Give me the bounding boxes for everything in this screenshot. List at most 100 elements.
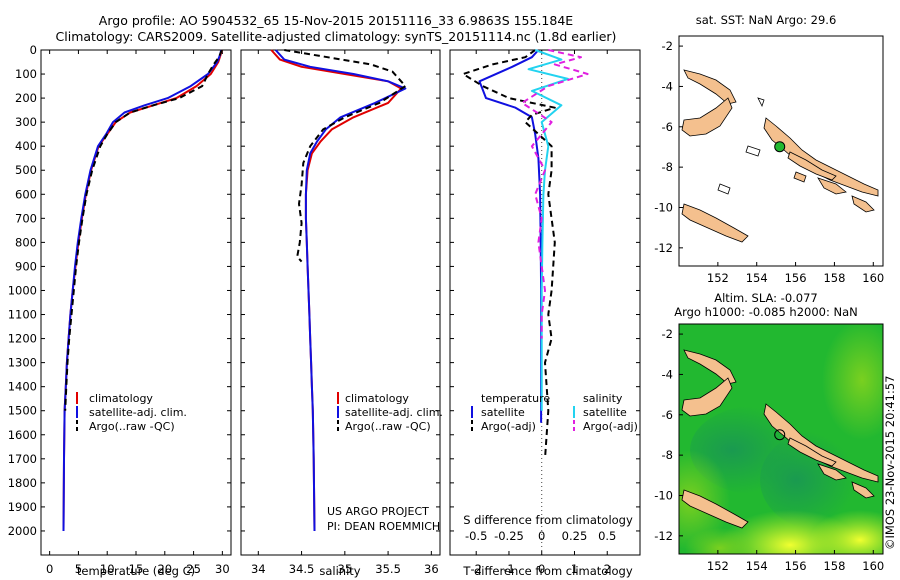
sst-map-axes: 152 154 156 158 160 -2 -4 -6 -8 -10 -12 [654,39,884,285]
x-tick-label: 35 [338,562,353,576]
y-tick-label: 900 [15,259,37,273]
series-line-argo-adj [462,49,556,459]
sla-map-coastlines [681,349,879,529]
map-x-tick-label: 156 [785,559,807,573]
y-tick-label: 600 [15,187,37,201]
x-tick-label: 5 [75,562,82,576]
legend-climatology: climatology [89,392,153,405]
map-x-tick-label: 154 [746,559,768,573]
pi-label: PI: DEAN ROEMMICH [327,520,440,533]
s-tick-label: 0.25 [562,529,588,543]
map-x-tick-label: 158 [823,559,845,573]
map-x-tick-label: 160 [862,559,884,573]
x-tick-label: 2 [604,562,611,576]
legend-salinity-title: salinity [583,392,623,405]
y-tick-label: 500 [15,163,37,177]
sla-map: 152 154 156 158 160 -2 -4 -6 -8 -10 -12 [654,323,884,573]
map-y-tick-label: -10 [654,200,673,214]
s-tick-label: 0 [538,529,545,543]
legend-s-argo: Argo(-adj) [583,420,638,433]
y-tick-label: 100 [15,67,37,81]
y-tick-label: 0 [30,43,37,57]
map-y-tick-label: -10 [654,488,673,502]
sla-map-frame [678,323,884,555]
x-tick-label: -2 [470,562,481,576]
x-tick-label: -1 [503,562,514,576]
temperature-plot-frame [40,49,232,556]
series-line-argo-adj [521,49,589,339]
map-x-tick-label: 152 [707,559,729,573]
temperature-legend: climatology satellite-adj. clim. Argo(..… [76,392,187,433]
y-tick-label: 400 [15,139,37,153]
x-tick-label: 34.5 [289,562,315,576]
series-line-climatology [62,49,223,532]
sla-map-title-line-1: Altim. SLA: -0.077 [714,291,818,305]
salinity-chart: 34 34.5 35 35.5 36 [241,49,440,576]
sst-map-title: sat. SST: NaN Argo: 29.6 [696,13,837,27]
y-tick-label: 1100 [8,308,37,322]
series-line-argo-raw-qc [64,49,223,411]
map-x-tick-label: 156 [785,271,807,285]
sla-field [679,324,883,554]
y-tick-label: 2000 [8,524,37,538]
legend-t-argo: Argo(-adj) [481,420,536,433]
t-difference-x-label: T difference from climatology [462,564,633,578]
sst-argo-location-marker [774,141,786,153]
y-tick-label: 1500 [8,404,37,418]
temperature-x-label: temperature (deg C) [77,564,195,578]
series-line-argo-raw-qc [284,49,407,263]
title-line-2: Climatology: CARS2009. Satellite-adjuste… [56,29,617,44]
map-x-tick-label: 158 [823,271,845,285]
x-tick-label: 0 [538,562,545,576]
series-line-satellite-adj-clim [274,49,407,532]
y-tick-label: 200 [15,91,37,105]
y-tick-label: 800 [15,235,37,249]
map-y-tick-label: -4 [662,367,673,381]
series-line-climatology [270,49,403,532]
map-x-tick-label: 152 [707,271,729,285]
sla-map-axes: 152 154 156 158 160 -2 -4 -6 -8 -10 -12 [654,327,884,573]
sst-map: 152 154 156 158 160 -2 -4 -6 -8 -10 -12 [654,35,884,285]
x-tick-label: 36 [424,562,439,576]
y-tick-label: 1900 [8,500,37,514]
map-y-tick-label: -8 [662,160,673,174]
map-x-tick-label: 154 [746,271,768,285]
legend-temperature-title: temperature [481,392,550,405]
x-tick-label: 25 [186,562,201,576]
legend-s-satellite: satellite [583,406,627,419]
legend-satellite: satellite-adj. clim. [345,406,443,419]
y-tick-label: 1600 [8,428,37,442]
map-y-tick-label: -12 [654,241,673,255]
series-line-satellite-adj-clim [62,49,223,532]
s-tick-label: 0.5 [598,529,616,543]
x-tick-label: 0 [46,562,53,576]
x-tick-label: 20 [157,562,172,576]
x-tick-label: 30 [215,562,230,576]
map-y-tick-label: -12 [654,529,673,543]
temperature-chart: 0100200300400500600700800900100011001200… [8,43,231,576]
legend-argo: Argo(..raw -QC) [345,420,431,433]
y-tick-label: 1000 [8,283,37,297]
s-tick-label: -0.25 [494,529,524,543]
salinity-x-label: salinity [319,564,360,578]
map-y-tick-label: -6 [662,408,673,422]
map-y-tick-label: -6 [662,120,673,134]
map-y-tick-label: -4 [662,79,673,93]
salinity-plot-frame [240,49,441,556]
sla-argo-location-marker [774,429,786,441]
y-tick-label: 300 [15,115,37,129]
map-y-tick-label: -8 [662,448,673,462]
difference-legend: temperature salinity satellite Argo(-adj… [471,392,638,433]
y-tick-label: 1400 [8,380,37,394]
y-tick-label: 1800 [8,476,37,490]
sst-map-coastlines [681,69,879,243]
series-line-satellite [527,49,569,411]
y-tick-label: 700 [15,211,37,225]
legend-climatology: climatology [345,392,409,405]
sla-map-title-line-2: Argo h1000: -0.085 h2000: NaN [674,305,858,319]
y-tick-label: 1200 [8,332,37,346]
difference-chart: -2 -1 0 1 2 -0.5 -0.25 0 0.25 0.5 [450,49,640,576]
salinity-legend: climatology satellite-adj. clim. Argo(..… [337,392,443,433]
s-difference-x-label: S difference from climatology [463,513,633,527]
